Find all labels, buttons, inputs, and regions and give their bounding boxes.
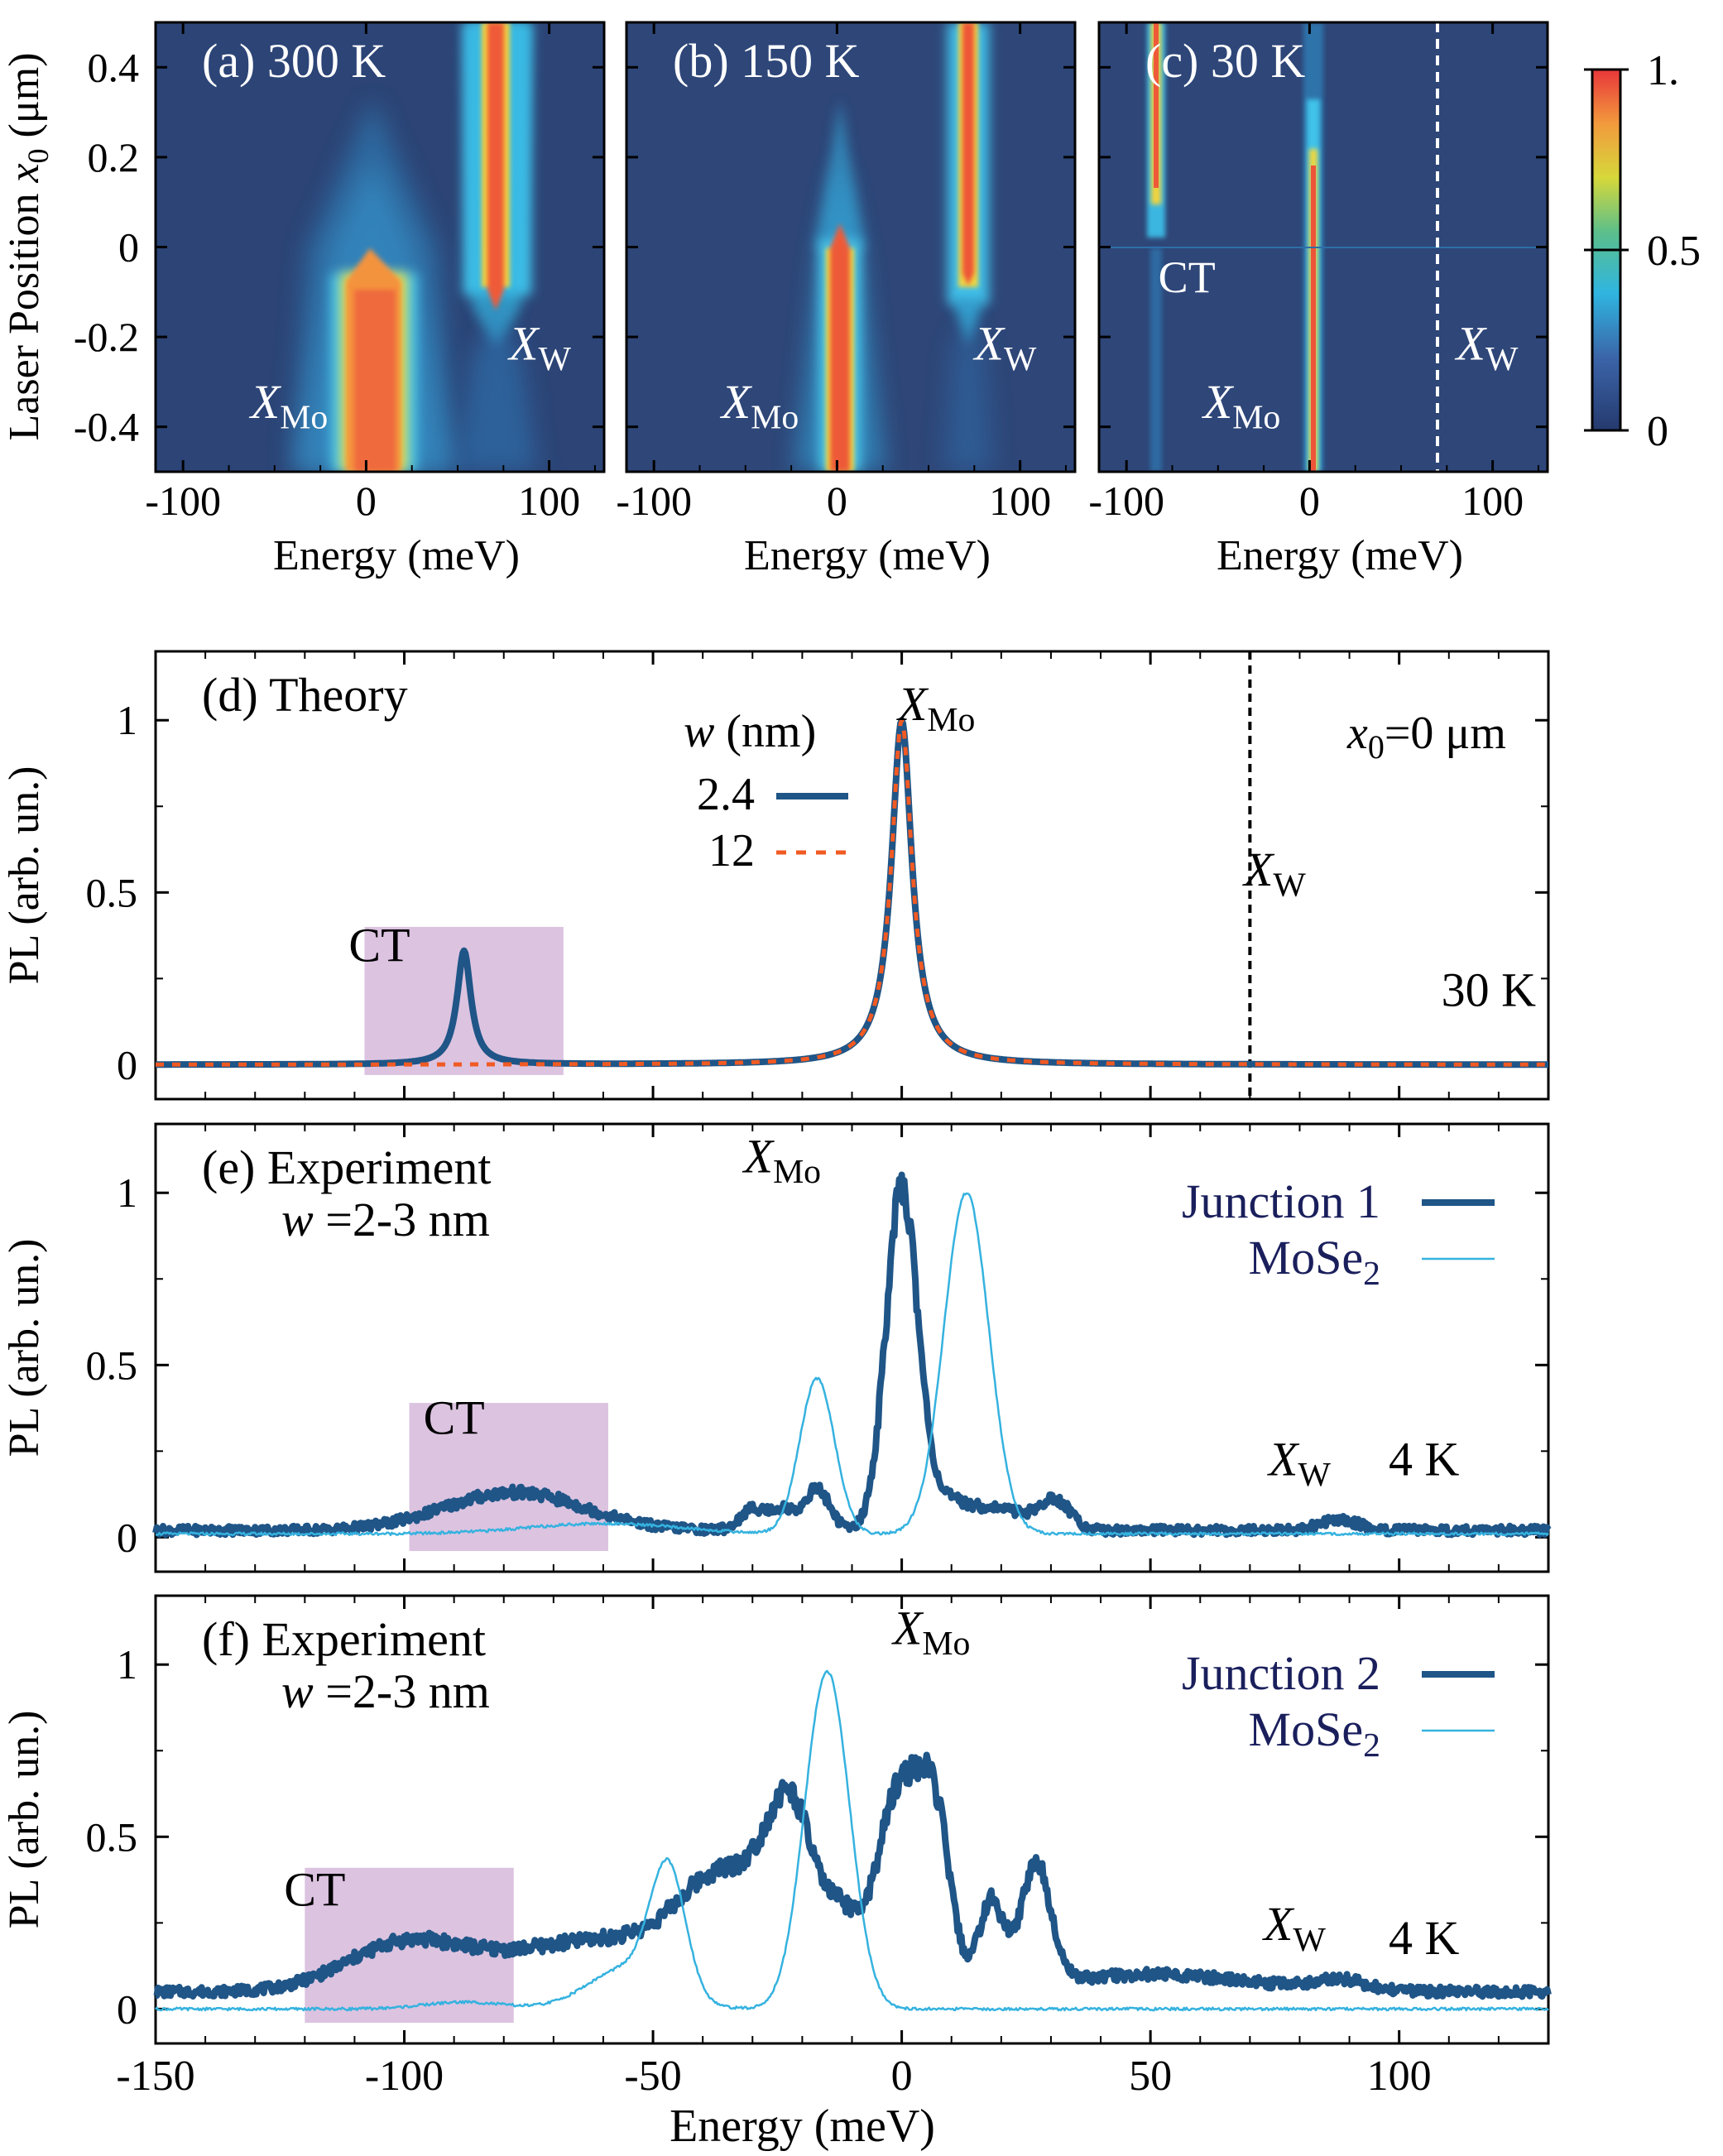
y-tick-label-a: -0.2 [74, 314, 139, 360]
x-tick-label-f: -150 [116, 2053, 194, 2100]
y-tick-label-f: 0 [117, 1986, 137, 2032]
y-axis-label-heatmap: Laser Position x0 (μm) [1, 52, 55, 440]
x-tick-label-c: 0 [1299, 478, 1320, 524]
y-axis-label-e: PL (arb. un.) [1, 1239, 48, 1457]
series-line-e-2 [155, 1192, 1550, 1537]
panel-label-c: (c) 30 K [1145, 34, 1305, 88]
y-tick-label-f: 0.5 [86, 1813, 138, 1860]
x-tick-label-a: 0 [356, 478, 377, 524]
heatmap-image-a [156, 22, 604, 472]
annotation-f: CT [284, 1863, 345, 1917]
annotation-f: XW [1262, 1897, 1326, 1959]
x-tick-label-c: 100 [1461, 478, 1524, 524]
annotation-c: XMo [1202, 375, 1280, 437]
annotation-e: XMo [742, 1129, 821, 1191]
legend-label-f: Junction 2 [1182, 1646, 1380, 1700]
legend-label-e: MoSe2 [1249, 1231, 1380, 1293]
colorbar-tick-label: 1. [1647, 47, 1679, 94]
heatmap-panel-b [625, 21, 1077, 473]
y-tick-label-a: 0.2 [88, 134, 140, 180]
x-tick-label-f: 0 [891, 2053, 913, 2100]
y-tick-label-d: 0 [117, 1041, 137, 1088]
y-tick-label-a: 0.4 [88, 44, 140, 90]
series-line-f-1 [153, 1751, 1552, 2000]
legend-title-d: w (nm) [684, 706, 816, 757]
annotation-e: XW [1267, 1432, 1331, 1494]
width-label-e: w =2-3 nm [281, 1193, 490, 1246]
x-tick-label-b: 0 [827, 478, 847, 524]
series-line-e-1 [152, 1171, 1552, 1539]
x-tick-label-b: 100 [989, 478, 1051, 524]
panel-label-d: (d) Theory [202, 668, 408, 722]
annotation-d: XMo [896, 677, 975, 739]
annotation-e: 4 K [1389, 1432, 1460, 1486]
annotation-f: 4 K [1389, 1911, 1460, 1965]
annotation-c: CT [1159, 252, 1216, 302]
y-axis-label-f: PL (arb. un.) [1, 1711, 48, 1929]
panel-label-b: (b) 150 K [673, 34, 860, 88]
annotation-f: XMo [891, 1601, 970, 1663]
width-label-f: w =2-3 nm [281, 1664, 490, 1718]
x-tick-label-a: -100 [145, 478, 221, 524]
panel-label-a: (a) 300 K [202, 34, 386, 88]
legend-label-d: 2.4 [697, 769, 755, 820]
annotation-d: XW [1242, 843, 1306, 905]
x-tick-label-f: 100 [1367, 2053, 1432, 2100]
x-tick-label-f: -50 [624, 2053, 681, 2100]
annotation-a: XW [507, 316, 571, 378]
y-axis-label-d: PL (arb. un.) [1, 766, 48, 985]
x-tick-label-b: -100 [616, 478, 692, 524]
x-tick-label-f: -100 [365, 2053, 444, 2100]
x0-label-d: x0=0 μm [1346, 708, 1506, 766]
legend-label-d: 12 [708, 825, 755, 876]
y-tick-label-f: 1 [117, 1641, 137, 1688]
panel-label-f: (f) Experiment [202, 1612, 486, 1666]
annotation-b: XW [973, 316, 1037, 378]
x-tick-label-f: 50 [1129, 2053, 1172, 2100]
y-tick-label-e: 0 [117, 1514, 137, 1560]
legend-label-e: Junction 1 [1182, 1174, 1380, 1228]
series-line-d-2 [155, 718, 1549, 1067]
y-tick-label-e: 0.5 [86, 1342, 138, 1388]
panel-label-e: (e) Experiment [202, 1140, 491, 1194]
annotation-a: XMo [249, 375, 328, 437]
heatmap-panel-c [1097, 21, 1549, 473]
x-axis-label-a: Energy (meV) [273, 532, 520, 579]
y-tick-label-a: -0.4 [74, 404, 139, 450]
heatmap-image-c [1099, 22, 1548, 472]
annotation-e: CT [424, 1391, 485, 1445]
y-tick-label-a: 0 [118, 224, 139, 271]
heatmap-panel-a [154, 21, 606, 473]
series-line-f-2 [154, 1669, 1549, 2012]
colorbar-tick-label: 0.5 [1647, 228, 1701, 275]
annotation-c: XW [1455, 316, 1519, 378]
x-axis-label-f: Energy (meV) [670, 2101, 935, 2152]
x-tick-label-a: 100 [518, 478, 580, 524]
annotation-d: CT [348, 919, 410, 972]
x-tick-label-c: -100 [1088, 478, 1164, 524]
legend-label-f: MoSe2 [1249, 1702, 1380, 1765]
colorbar-tick-label: 0 [1647, 408, 1668, 455]
y-tick-label-d: 0.5 [86, 869, 138, 915]
x-axis-label-b: Energy (meV) [744, 532, 991, 579]
x-axis-label-c: Energy (meV) [1217, 532, 1463, 579]
heatmap-image-b [626, 22, 1075, 472]
y-tick-label-e: 1 [117, 1169, 137, 1216]
annotation-b: XMo [720, 375, 799, 437]
y-tick-label-d: 1 [117, 697, 137, 743]
annotation-d: 30 K [1442, 963, 1537, 1017]
